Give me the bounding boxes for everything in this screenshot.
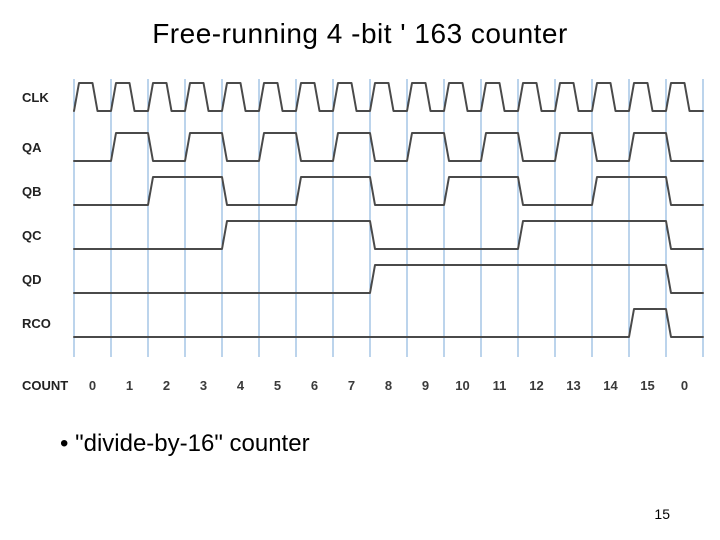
svg-text:11: 11 — [493, 378, 507, 393]
svg-text:QC: QC — [22, 228, 42, 243]
svg-text:QD: QD — [22, 272, 42, 287]
page-number: 15 — [654, 506, 670, 522]
svg-text:0: 0 — [681, 378, 688, 393]
svg-text:15: 15 — [640, 378, 654, 393]
svg-text:14: 14 — [603, 378, 618, 393]
svg-text:RCO: RCO — [22, 316, 51, 331]
svg-text:COUNT: COUNT — [22, 378, 68, 393]
svg-text:0: 0 — [89, 378, 96, 393]
page-title: Free-running 4 -bit ' 163 counter — [0, 0, 720, 50]
svg-text:CLK: CLK — [22, 90, 49, 105]
svg-text:6: 6 — [311, 378, 318, 393]
bullet-text: • "divide-by-16" counter — [60, 430, 310, 458]
timing-diagram: CLKQAQBQCQDRCOCOUNT012345678910111213141… — [12, 75, 708, 405]
svg-text:4: 4 — [237, 378, 245, 393]
svg-text:7: 7 — [348, 378, 355, 393]
svg-text:13: 13 — [566, 378, 580, 393]
svg-text:5: 5 — [274, 378, 281, 393]
svg-text:1: 1 — [126, 378, 133, 393]
svg-text:12: 12 — [529, 378, 543, 393]
svg-text:8: 8 — [385, 378, 392, 393]
svg-text:QB: QB — [22, 184, 42, 199]
svg-text:9: 9 — [422, 378, 429, 393]
svg-text:QA: QA — [22, 140, 42, 155]
svg-text:10: 10 — [455, 378, 469, 393]
svg-text:3: 3 — [200, 378, 207, 393]
svg-text:2: 2 — [163, 378, 170, 393]
